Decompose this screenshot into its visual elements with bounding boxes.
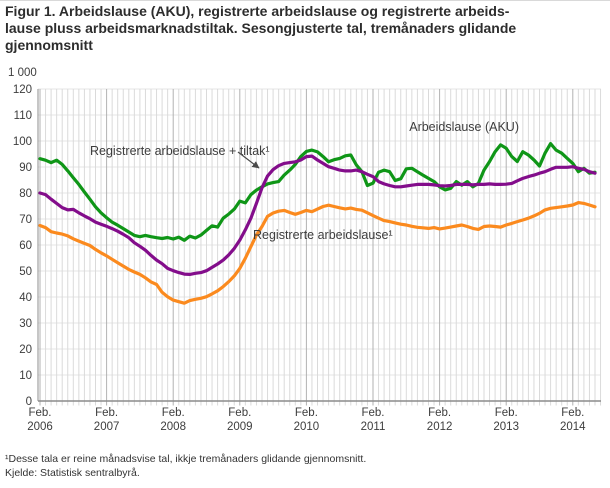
top-divider (0, 0, 610, 1)
series-line-reg (38, 201, 597, 305)
x-axis-tick-labels: Feb. 2006 Feb. 2007 Feb. 2008 Feb. 2009 Feb. 2010… (27, 407, 586, 433)
x-tick-label-year: 2013 (493, 421, 519, 433)
series-line-reg-tiltak (38, 154, 597, 276)
y-tick-label: 50 (19, 266, 32, 278)
axes (37, 89, 601, 402)
figure-title-line3: gjennomsnitt (5, 37, 93, 53)
footnotes: ¹Desse tala er reine månadsvise tal, ikk… (5, 452, 366, 480)
y-axis-unit-label: 1 000 (8, 67, 37, 79)
y-tick-label: 100 (13, 136, 32, 148)
x-tick-label-year: 2010 (294, 421, 320, 433)
x-tick-label-month: Feb. (28, 407, 51, 419)
x-tick-label-year: 2008 (160, 421, 186, 433)
label-arbeidslause-aku: Arbeidslause (AKU) (409, 120, 519, 134)
y-axis-tick-labels: 0 10 20 30 40 50 60 70 80 90 100 110 120 (13, 84, 32, 408)
x-tick-label-year: 2006 (27, 421, 53, 433)
x-tick-label-year: 2012 (427, 421, 453, 433)
y-tick-label: 120 (13, 84, 32, 96)
y-tick-label: 60 (19, 240, 32, 252)
y-tick-label: 20 (19, 344, 32, 356)
figure-title: Figur 1. Arbeidslause (AKU), registrerte… (5, 3, 607, 54)
y-tick-label: 40 (19, 292, 32, 304)
y-tick-label: 80 (19, 188, 32, 200)
footnote-note1: ¹Desse tala er reine månadsvise tal, ikk… (5, 453, 367, 465)
x-tick-label-month: Feb. (495, 407, 518, 419)
y-tick-label: 110 (14, 110, 32, 122)
x-tick-label-year: 2009 (227, 421, 253, 433)
x-tick-label-month: Feb. (95, 407, 118, 419)
y-tick-label: 30 (19, 318, 32, 330)
x-tick-label-year: 2007 (94, 421, 120, 433)
label-registrerte-arbeidslause: Registrerte arbeidslause¹ (253, 228, 393, 242)
series-line-aku (38, 142, 597, 242)
x-tick-label-year: 2014 (560, 421, 586, 433)
y-tick-label: 10 (19, 370, 32, 382)
y-tick-label: 0 (26, 396, 32, 408)
footnote-source: Kjelde: Statistisk sentralbyrå. (5, 467, 140, 479)
annotation-arrow (237, 151, 260, 169)
x-tick-label-month: Feb. (228, 407, 251, 419)
series-lines (38, 142, 597, 305)
x-tick-label-month: Feb. (162, 407, 185, 419)
x-tick-label-month: Feb. (295, 407, 318, 419)
x-tick-label-month: Feb. (561, 407, 584, 419)
x-tick-label-month: Feb. (361, 407, 384, 419)
x-tick-label-month: Feb. (428, 407, 451, 419)
gridlines (38, 88, 602, 406)
label-registrerte-arbeidslause-tiltak: Registrerte arbeidslause + tiltak¹ (90, 144, 270, 158)
figure-title-line1: Figur 1. Arbeidslause (AKU), registrerte… (5, 3, 510, 19)
y-tick-label: 90 (19, 162, 32, 174)
y-tick-label: 70 (19, 214, 32, 226)
x-tick-label-year: 2011 (361, 421, 386, 433)
figure-title-line2: lause pluss arbeidsmarknadstiltak. Seson… (5, 20, 517, 36)
